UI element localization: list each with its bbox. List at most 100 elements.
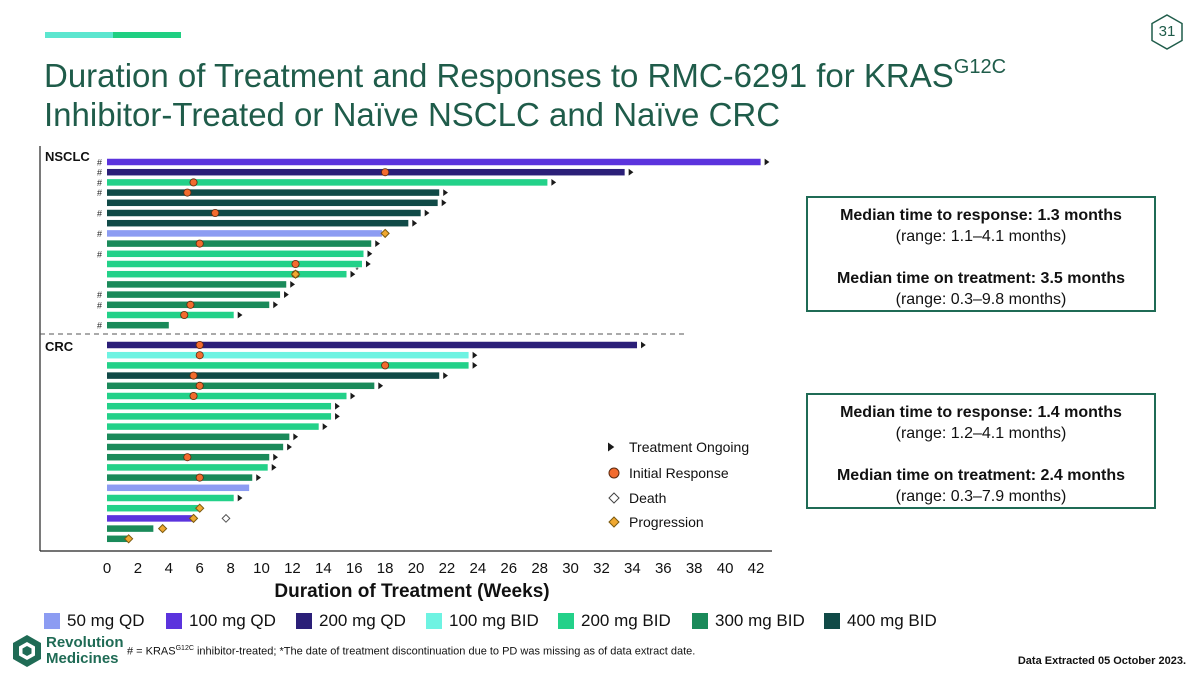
progression-marker — [290, 269, 301, 279]
ongoing-arrow — [472, 351, 478, 359]
response-marker — [195, 239, 204, 248]
title-superscript: G12C — [953, 56, 1007, 78]
x-tick-label: 26 — [500, 560, 517, 577]
legend-swatch — [426, 613, 442, 629]
ongoing-arrow — [424, 209, 430, 217]
response-marker — [180, 310, 189, 319]
x-tick-label: 22 — [439, 560, 456, 577]
patient-bar — [107, 158, 761, 166]
patient-bar — [107, 230, 383, 237]
ongoing-arrow — [443, 189, 448, 196]
ongoing-arrow — [293, 433, 299, 441]
ongoing-arrow — [441, 199, 447, 207]
x-tick-label: 2 — [134, 560, 142, 577]
patient-bar — [107, 209, 421, 217]
patient-bar — [107, 535, 128, 543]
crc-response-range: (range: 1.2–4.1 months) — [895, 425, 1067, 442]
response-marker — [183, 188, 192, 197]
patient-bar — [107, 402, 332, 410]
x-tick-label: 12 — [284, 560, 301, 577]
legend-label: 100 mg QD — [189, 611, 276, 630]
patient-bar — [107, 423, 319, 430]
x-tick-label: 42 — [748, 560, 765, 577]
x-axis-title: Duration of Treatment (Weeks) — [274, 581, 549, 602]
patient-bar — [107, 351, 469, 359]
response-marker — [183, 453, 192, 462]
ongoing-arrow — [271, 464, 277, 471]
progression-marker — [195, 503, 205, 513]
x-tick-label: 6 — [196, 560, 204, 577]
ongoing-arrow — [350, 392, 356, 400]
ongoing-arrow — [335, 413, 340, 420]
prior-kras-marker: # — [97, 158, 102, 168]
prior-kras-marker: # — [97, 300, 102, 310]
hexagon-icon — [1151, 14, 1183, 50]
x-tick-label: 10 — [253, 560, 270, 577]
group-label: CRC — [45, 339, 74, 354]
response-marker — [381, 361, 390, 370]
ongoing-arrow — [551, 179, 557, 186]
response-marker — [189, 371, 198, 380]
page-number: 31 — [1158, 23, 1176, 40]
ongoing-arrow — [237, 311, 243, 319]
patient-bar — [107, 413, 332, 420]
title-line1: Duration of Treatment and Responses to R… — [44, 57, 954, 94]
ongoing-arrow — [322, 423, 328, 430]
legend-progression-marker — [608, 516, 620, 528]
legend-label: 100 mg BID — [449, 611, 539, 630]
x-tick-label: 16 — [346, 560, 363, 577]
logo-text-line2: Medicines — [46, 650, 119, 667]
response-marker — [195, 473, 204, 482]
response-marker — [189, 178, 198, 187]
patient-bar — [107, 525, 154, 532]
patient-bar — [107, 240, 372, 247]
prior-kras-marker: # — [97, 290, 102, 300]
progression-marker — [157, 523, 168, 534]
ongoing-arrow — [367, 250, 373, 258]
legend-label: 400 mg BID — [847, 611, 937, 630]
ongoing-arrow — [412, 219, 418, 227]
legend-swatch — [558, 613, 574, 629]
ongoing-arrow — [273, 301, 279, 309]
patient-bar — [107, 464, 268, 471]
response-marker — [189, 391, 198, 400]
ongoing-arrow — [378, 382, 384, 390]
legend-label: 200 mg QD — [319, 611, 406, 630]
x-tick-label: 8 — [226, 560, 234, 577]
patient-bar — [107, 515, 194, 522]
patient-bar — [107, 168, 625, 176]
response-marker — [186, 300, 195, 309]
patient-bar — [107, 443, 284, 451]
patient-bar — [107, 484, 250, 492]
response-marker — [211, 208, 220, 217]
response-marker — [291, 259, 300, 268]
response-marker — [381, 168, 390, 177]
ongoing-arrow — [287, 443, 292, 451]
prior-kras-marker: # — [97, 229, 102, 239]
patient-bar — [107, 341, 638, 349]
nsclc-treatment-range: (range: 0.3–9.8 months) — [895, 291, 1067, 308]
accent-bar-right — [113, 32, 181, 38]
patient-bar — [107, 504, 199, 512]
missing-pd-asterisk: * — [356, 266, 359, 275]
logo-hexagon-icon — [13, 635, 41, 667]
response-marker — [195, 381, 204, 390]
response-marker — [195, 340, 204, 349]
ongoing-arrow — [273, 453, 279, 461]
legend-progression-label: Progression — [629, 514, 704, 530]
company-logo: Revolution Medicines — [12, 632, 124, 672]
x-tick-label: 30 — [562, 560, 579, 577]
ongoing-arrow — [256, 474, 262, 481]
nsclc-summary-box: Median time to response: 1.3 months (ran… — [806, 196, 1156, 312]
x-tick-label: 40 — [717, 560, 734, 577]
ongoing-arrow — [375, 240, 380, 247]
crc-treatment-range: (range: 0.3–7.9 months) — [895, 488, 1067, 505]
page-number-badge: 31 — [1150, 14, 1184, 50]
patient-bar — [107, 250, 364, 258]
ongoing-arrow — [350, 270, 356, 278]
legend-label: 200 mg BID — [581, 611, 671, 630]
patient-bar — [107, 189, 440, 196]
legend-response-label: Initial Response — [629, 465, 729, 481]
x-tick-label: 18 — [377, 560, 394, 577]
